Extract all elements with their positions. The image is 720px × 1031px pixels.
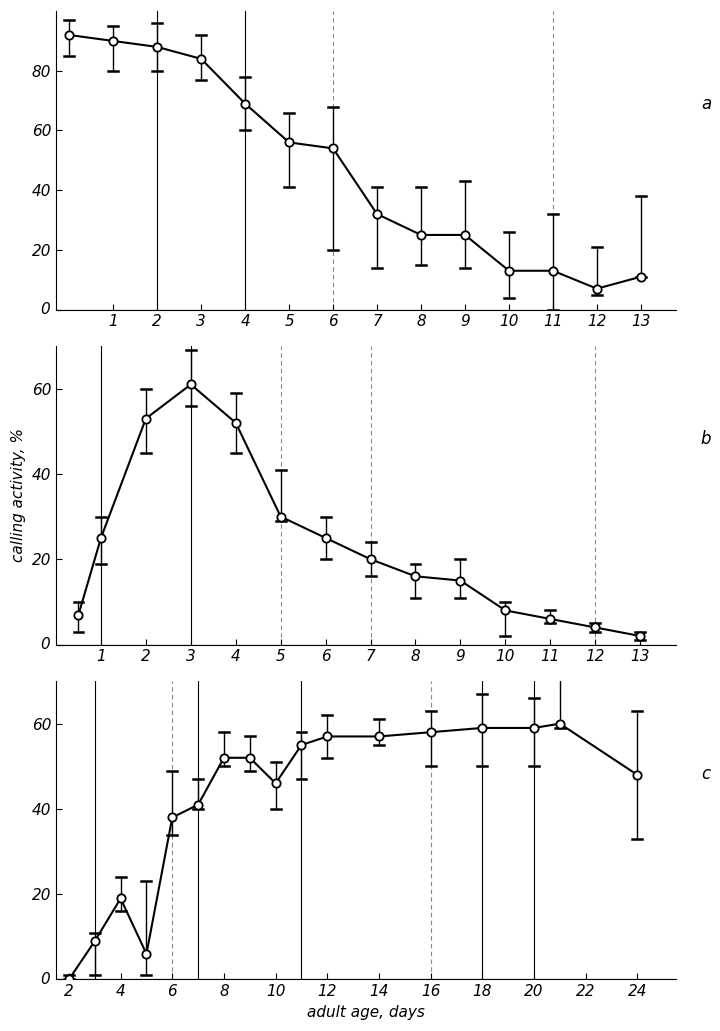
X-axis label: adult age, days: adult age, days — [307, 1005, 425, 1020]
Y-axis label: calling activity, %: calling activity, % — [11, 428, 26, 562]
Text: a: a — [701, 95, 711, 112]
Text: 0: 0 — [40, 302, 50, 318]
Text: 0: 0 — [40, 637, 50, 652]
Text: c: c — [701, 765, 710, 783]
Text: b: b — [701, 430, 711, 447]
Text: 0: 0 — [40, 972, 50, 987]
